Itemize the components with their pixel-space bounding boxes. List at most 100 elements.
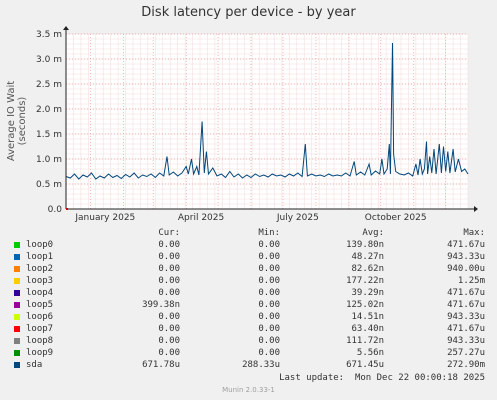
axes (63, 26, 478, 212)
last-update: Last update: Mon Dec 22 00:00:18 2025 (279, 373, 485, 383)
last-update-value: Mon Dec 22 00:00:18 2025 (354, 373, 485, 383)
x-tick-labels: January 2025 April 2025 July 2025 October 2… (74, 213, 426, 223)
legend-avg-value: 82.62n (351, 264, 384, 274)
chart-title: Disk latency per device - by year (141, 5, 356, 20)
y-tick-label: 3.0 m (36, 55, 62, 65)
y-tick-label: 0.0 (48, 205, 63, 215)
legend-row: sda 671.78u 288.33u 671.45u 272.90m (0, 360, 497, 372)
legend-min-value: 0.00 (258, 264, 280, 274)
legend-max-value: 257.27u (447, 348, 485, 358)
legend-cur-value: 0.00 (158, 276, 180, 286)
x-tick-label: January 2025 (74, 213, 135, 223)
legend-swatch (14, 362, 20, 368)
x-axis-arrow (474, 206, 478, 212)
legend-max-value: 943.33u (447, 252, 485, 262)
series-line-sda (65, 42, 469, 180)
legend-avg-value: 63.40n (351, 324, 384, 334)
legend-swatch (14, 254, 20, 260)
legend-min-value: 0.00 (258, 336, 280, 346)
y-tick-label: 1.5 m (36, 130, 62, 140)
legend-avg-value: 125.02n (346, 300, 384, 310)
legend-min-value: 0.00 (258, 252, 280, 262)
legend-min-value: 0.00 (258, 312, 280, 322)
x-tick-label: October 2025 (365, 213, 427, 223)
legend-cur-value: 0.00 (158, 324, 180, 334)
legend-cur-value: 0.00 (158, 336, 180, 346)
x-tick-label: April 2025 (178, 213, 224, 223)
legend-cur-value: 0.00 (158, 288, 180, 298)
legend-swatch (14, 290, 20, 296)
legend-avg-value: 14.51n (351, 312, 384, 322)
legend-max-value: 943.33u (447, 312, 485, 322)
legend-cur-value: 671.78u (142, 360, 180, 370)
legend-cur-value: 0.00 (158, 264, 180, 274)
legend-swatch (14, 266, 20, 272)
legend-series-name: loop5 (26, 300, 54, 310)
legend-row: loop7 0.00 0.00 63.40n 471.67u (0, 324, 497, 336)
legend-min-value: 0.00 (258, 240, 280, 250)
legend-avg-value: 111.72n (346, 336, 384, 346)
y-tick-label: 2.5 m (36, 80, 62, 90)
legend-swatch (14, 242, 20, 248)
x-tick-label: July 2025 (276, 213, 319, 223)
legend-min-value: 0.00 (258, 348, 280, 358)
legend-min-value: 0.00 (258, 300, 280, 310)
legend-max-value: 940.00u (447, 264, 485, 274)
munin-version: Munin 2.0.33-1 (222, 386, 275, 394)
legend-min-value: 0.00 (258, 288, 280, 298)
legend-min-value: 0.00 (258, 324, 280, 334)
legend-swatch (14, 314, 20, 320)
legend-swatch (14, 338, 20, 344)
legend-cur-value: 0.00 (158, 312, 180, 322)
legend-cur-value: 0.00 (158, 252, 180, 262)
legend-header-min: Min: (258, 228, 280, 238)
legend-header-row: Cur: Min: Avg: Max: (0, 228, 497, 240)
legend-row: loop4 0.00 0.00 39.29n 471.67u (0, 288, 497, 300)
legend-series-name: loop6 (26, 312, 54, 322)
legend-avg-value: 5.56n (356, 348, 384, 358)
plot-area: 0.0 0.5 m 1.0 m 1.5 m 2.0 m 2.5 m 3.0 m 3.5 m J… (36, 26, 478, 223)
y-tick-label: 2.0 m (36, 105, 62, 115)
legend-swatch (14, 350, 20, 356)
legend-max-value: 471.67u (447, 288, 485, 298)
legend-swatch (14, 326, 20, 332)
legend-header-cur: Cur: (158, 228, 180, 238)
legend-series-name: loop7 (26, 324, 54, 334)
legend-row: loop5 399.38n 0.00 125.02n 471.67u (0, 300, 497, 312)
legend-max-value: 1.25m (457, 276, 485, 286)
legend-series-name: loop1 (26, 252, 54, 262)
legend-swatch (14, 302, 20, 308)
legend-max-value: 471.67u (447, 300, 485, 310)
legend-series-name: loop4 (26, 288, 54, 298)
legend-max-value: 272.90m (447, 360, 485, 370)
legend-swatch (14, 278, 20, 284)
legend-series-name: loop2 (26, 264, 54, 274)
series-layer (65, 42, 469, 180)
legend-series-name: loop9 (26, 348, 54, 358)
legend-series-name: loop0 (26, 240, 54, 250)
legend-header-max: Max: (463, 228, 485, 238)
legend-max-value: 471.67u (447, 324, 485, 334)
y-tick-label: 1.0 m (36, 155, 62, 165)
legend-avg-value: 177.22n (346, 276, 384, 286)
legend-series-name: sda (26, 360, 43, 370)
legend-row: loop3 0.00 0.00 177.22n 1.25m (0, 276, 497, 288)
legend-avg-value: 39.29n (351, 288, 384, 298)
legend-avg-value: 671.45u (346, 360, 384, 370)
legend-avg-value: 139.80n (346, 240, 384, 250)
legend-cur-value: 399.38n (142, 300, 180, 310)
y-tick-label: 0.5 m (36, 180, 62, 190)
legend-header-avg: Avg: (362, 228, 384, 238)
legend-row: loop0 0.00 0.00 139.80n 471.67u (0, 240, 497, 252)
y-axis-arrow (63, 26, 69, 30)
legend-avg-value: 48.27n (351, 252, 384, 262)
legend-max-value: 943.33u (447, 336, 485, 346)
legend-row: loop1 0.00 0.00 48.27n 943.33u (0, 252, 497, 264)
legend-cur-value: 0.00 (158, 348, 180, 358)
legend-row: loop6 0.00 0.00 14.51n 943.33u (0, 312, 497, 324)
legend-row: loop8 0.00 0.00 111.72n 943.33u (0, 336, 497, 348)
legend-series-name: loop8 (26, 336, 54, 346)
legend-min-value: 288.33u (242, 360, 280, 370)
legend-row: loop9 0.00 0.00 5.56n 257.27u (0, 348, 497, 360)
